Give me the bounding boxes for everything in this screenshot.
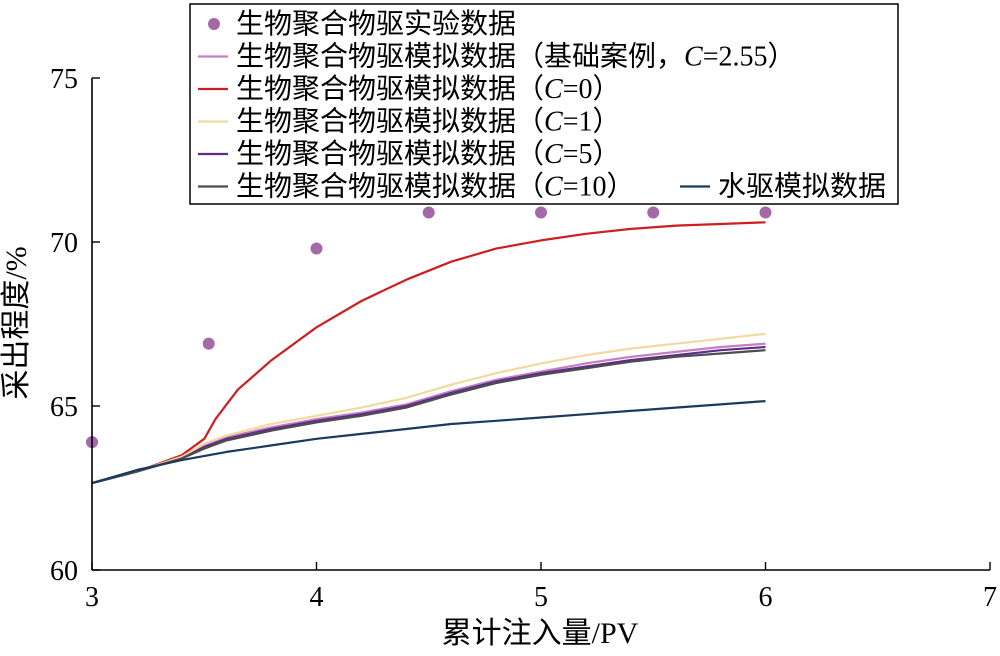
legend-marker [208, 18, 220, 30]
legend-label: 生物聚合物驱模拟数据（C=10） [236, 171, 635, 203]
plot-area [86, 206, 772, 485]
legend-label: 生物聚合物驱模拟数据（C=5） [236, 138, 621, 170]
scatter-point [202, 337, 215, 350]
y-tick-label: 75 [50, 64, 78, 95]
scatter-point [759, 206, 772, 219]
x-tick-label: 4 [310, 582, 324, 613]
legend-entry: 生物聚合物驱模拟数据（基础案例，C=2.55） [198, 41, 796, 73]
y-tick-label: 65 [50, 392, 78, 423]
scatter-point [310, 242, 323, 255]
legend-entry: 生物聚合物驱模拟数据（C=10） [198, 171, 635, 203]
x-tick-label: 6 [759, 582, 773, 613]
legend-entry: 生物聚合物驱模拟数据（C=5） [198, 138, 621, 170]
legend: 生物聚合物驱实验数据生物聚合物驱模拟数据（基础案例，C=2.55）生物聚合物驱模… [189, 3, 899, 205]
legend-label: 水驱模拟数据 [718, 171, 886, 203]
legend-entry: 生物聚合物驱模拟数据（C=0） [198, 73, 621, 105]
legend-label: 生物聚合物驱实验数据 [236, 8, 516, 40]
scatter-point [422, 206, 435, 219]
legend-box [189, 3, 899, 205]
legend-entry: 水驱模拟数据 [680, 171, 886, 203]
legend-entry: 生物聚合物驱实验数据 [208, 8, 516, 40]
legend-label: 生物聚合物驱模拟数据（基础案例，C=2.55） [236, 41, 796, 73]
legend-label: 生物聚合物驱模拟数据（C=1） [236, 106, 621, 138]
series-line-1 [91, 342, 766, 485]
series-line-5 [91, 349, 766, 485]
y-tick-label: 70 [50, 228, 78, 259]
x-tick-label: 3 [85, 582, 99, 613]
legend-entry: 生物聚合物驱模拟数据（C=1） [198, 106, 621, 138]
series-line-3 [91, 332, 766, 485]
legend-label: 生物聚合物驱模拟数据（C=0） [236, 73, 621, 105]
scatter-point [647, 206, 660, 219]
axes: 3 4 5 6 7 60 65 70 75 [50, 64, 997, 613]
series-line-6 [91, 400, 766, 485]
y-axis-label: 采出程度/% [0, 246, 33, 399]
x-axis-label: 累计注入量/PV [442, 617, 639, 650]
x-tick-label: 5 [534, 582, 548, 613]
scatter-point [535, 206, 547, 219]
series-line-4 [91, 345, 766, 485]
series-line-2 [91, 221, 766, 485]
x-tick-label: 7 [983, 582, 997, 613]
y-tick-label: 60 [50, 556, 78, 587]
